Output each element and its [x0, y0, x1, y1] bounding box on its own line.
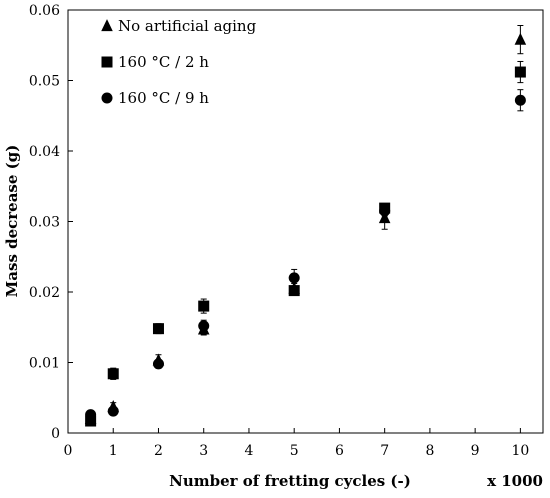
- x-tick-label: 2: [154, 443, 163, 459]
- circle-marker: [288, 272, 300, 284]
- triangle-marker: [514, 32, 527, 45]
- error-bars: [87, 25, 524, 426]
- x-tick-label: 6: [335, 443, 344, 459]
- x-tick-label: 5: [290, 443, 299, 459]
- y-axis-ticks: 0 0.01 0.02 0.03 0.04 0.05 0.06: [29, 3, 73, 442]
- y-axis-title: Mass decrease (g): [3, 145, 21, 298]
- y-tick-label: 0.05: [29, 74, 60, 90]
- y-tick-label: 0: [51, 426, 60, 442]
- x-tick-label: 10: [511, 443, 529, 459]
- y-tick-label: 0.03: [29, 215, 60, 231]
- circle-marker: [152, 358, 164, 370]
- x-axis-ticks: 0 1 2 3 4 5 6 7 8 9 10: [64, 428, 529, 459]
- x-tick-label: 0: [64, 443, 73, 459]
- square-marker: [152, 323, 164, 335]
- y-tick-label: 0.04: [29, 144, 60, 160]
- x-tick-label: 9: [471, 443, 480, 459]
- y-tick-label: 0.06: [29, 3, 60, 19]
- legend-circle-icon: [101, 92, 113, 104]
- square-marker: [514, 66, 526, 78]
- plot-frame: [67, 9, 544, 434]
- y-tick-label: 0.02: [29, 285, 60, 301]
- triangle-marker: [378, 211, 391, 224]
- legend-label: 160 °C / 9 h: [118, 89, 209, 107]
- circle-marker: [198, 320, 210, 332]
- x-tick-label: 4: [244, 443, 253, 459]
- y-tick-label: 0.01: [29, 356, 60, 372]
- axes: [67, 9, 544, 434]
- x-tick-label: 7: [380, 443, 389, 459]
- circle-marker: [514, 94, 526, 106]
- square-marker: [107, 368, 119, 380]
- data-points: [84, 32, 527, 427]
- square-marker: [288, 285, 300, 297]
- square-marker: [198, 300, 210, 312]
- legend: No artificial aging 160 °C / 2 h 160 °C / …: [101, 17, 257, 107]
- circle-marker: [379, 205, 391, 217]
- legend-triangle-icon: [101, 19, 113, 32]
- circle-marker: [85, 409, 97, 421]
- x-tick-label: 3: [199, 443, 208, 459]
- legend-square-icon: [101, 56, 113, 68]
- x-axis-multiplier: x 1000: [487, 472, 543, 490]
- legend-label: No artificial aging: [118, 17, 257, 35]
- x-tick-label: 8: [425, 443, 434, 459]
- legend-label: 160 °C / 2 h: [118, 53, 209, 71]
- square-marker: [85, 415, 97, 427]
- x-axis-title: Number of fretting cycles (-): [169, 472, 411, 490]
- circle-marker: [107, 405, 119, 417]
- x-tick-label: 1: [109, 443, 118, 459]
